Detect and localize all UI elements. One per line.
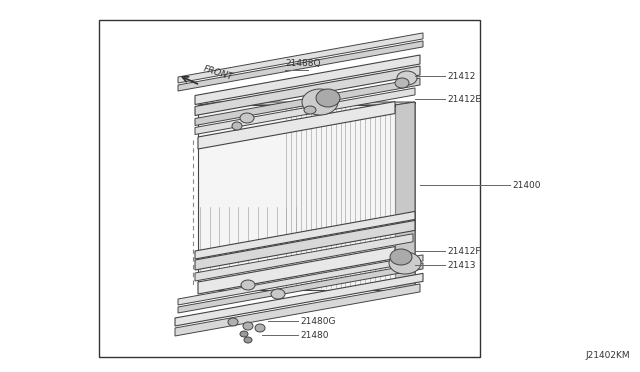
Ellipse shape: [244, 337, 252, 343]
Ellipse shape: [389, 252, 421, 274]
Text: 21480: 21480: [300, 330, 328, 340]
Ellipse shape: [316, 89, 340, 107]
Ellipse shape: [255, 324, 265, 332]
Polygon shape: [195, 211, 415, 259]
Ellipse shape: [232, 122, 242, 130]
Text: 21412: 21412: [447, 71, 476, 80]
Ellipse shape: [397, 71, 417, 85]
Polygon shape: [195, 66, 420, 115]
Ellipse shape: [228, 318, 238, 326]
Text: J21402KM: J21402KM: [586, 351, 630, 360]
Polygon shape: [175, 284, 420, 336]
Text: 21480G: 21480G: [300, 317, 335, 326]
Polygon shape: [175, 273, 423, 326]
Ellipse shape: [395, 78, 409, 88]
Polygon shape: [178, 255, 423, 305]
Text: FRONT: FRONT: [202, 64, 234, 82]
Ellipse shape: [240, 113, 254, 123]
Ellipse shape: [390, 249, 412, 265]
Polygon shape: [198, 105, 395, 290]
Text: 21412F: 21412F: [447, 247, 481, 256]
Text: 21413: 21413: [447, 260, 476, 269]
Polygon shape: [178, 33, 423, 83]
Polygon shape: [198, 247, 395, 294]
Ellipse shape: [240, 331, 248, 337]
Polygon shape: [195, 220, 415, 270]
Bar: [99, 20, 480, 357]
Polygon shape: [198, 102, 395, 149]
Text: 21400: 21400: [512, 180, 541, 189]
Ellipse shape: [241, 280, 255, 290]
Polygon shape: [195, 78, 420, 125]
Ellipse shape: [302, 89, 338, 115]
Polygon shape: [218, 102, 415, 287]
Polygon shape: [395, 102, 415, 290]
Ellipse shape: [243, 322, 253, 330]
Polygon shape: [195, 55, 420, 105]
Polygon shape: [195, 234, 413, 281]
Ellipse shape: [271, 289, 285, 299]
Polygon shape: [195, 88, 415, 135]
Ellipse shape: [304, 106, 316, 114]
Text: 21412E: 21412E: [447, 94, 481, 103]
Polygon shape: [178, 41, 423, 91]
Polygon shape: [198, 102, 415, 105]
Text: 21488Q: 21488Q: [285, 59, 321, 68]
Polygon shape: [178, 263, 423, 313]
